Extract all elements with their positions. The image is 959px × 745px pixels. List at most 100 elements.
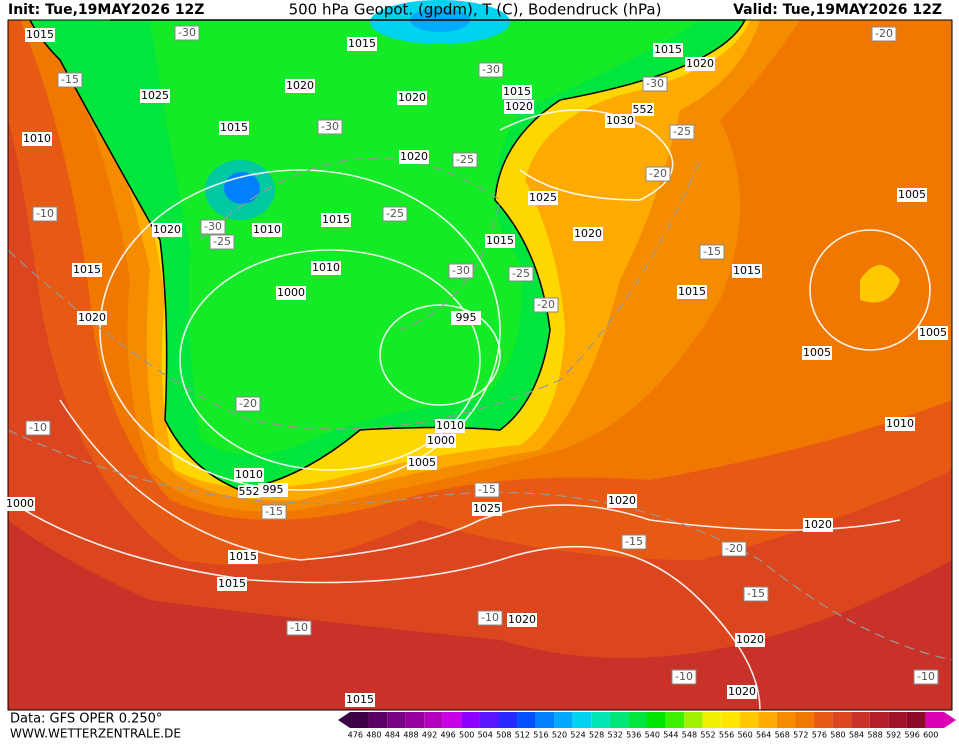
isobar-label: 1010 — [253, 223, 281, 236]
isobar-label-bg — [234, 468, 264, 482]
colorbar-label: 480 — [366, 731, 381, 740]
isobar-label: 1000 — [6, 497, 34, 510]
temperature-label: -20 — [875, 27, 893, 40]
colorbar-swatch — [405, 712, 425, 728]
isobar-label: 1010 — [886, 417, 914, 430]
temperature-label: -30 — [178, 26, 196, 39]
temperature-label: -30 — [452, 264, 470, 277]
colorbar-swatch — [350, 712, 369, 728]
colorbar-label: 488 — [403, 731, 418, 740]
data-source: Data: GFS OPER 0.250° — [10, 712, 162, 727]
isobar-label-bg — [472, 502, 502, 516]
temperature-label-bg — [25, 420, 51, 436]
isobar-label: 1015 — [678, 285, 706, 298]
isobar-label: 1015 — [503, 85, 531, 98]
isobar-label: 1015 — [486, 234, 514, 247]
colorbar-label: 508 — [496, 731, 511, 740]
isobar-label-bg — [573, 227, 603, 241]
colorbar-label: 556 — [719, 731, 734, 740]
isobar-label: 1025 — [473, 502, 501, 515]
temperature-label-bg — [174, 25, 200, 41]
isobar-label-bg — [605, 114, 635, 128]
isobar-label-bg — [140, 89, 170, 103]
isobar-label: 1030 — [606, 114, 634, 127]
temperature-label: -10 — [917, 670, 935, 683]
temperature-label: -15 — [625, 535, 643, 548]
isobar-label: 1020 — [728, 685, 756, 698]
isobar-label: 1015 — [733, 264, 761, 277]
colorbar-label: 516 — [533, 731, 548, 740]
colorbar-swatch — [814, 712, 833, 728]
colorbar-label: 532 — [608, 731, 623, 740]
valid-time: Valid: Tue,19MAY2026 12Z — [733, 2, 942, 18]
isobar-label: 1020 — [608, 494, 636, 507]
colorbar-label: 504 — [478, 731, 493, 740]
temperature-label-bg — [286, 620, 312, 636]
temperature-label-bg — [474, 482, 500, 498]
colorbar-label: 540 — [645, 731, 660, 740]
colorbar-swatch — [721, 712, 740, 728]
colorbar-swatch — [461, 712, 480, 728]
isobar-label: 1020 — [508, 613, 536, 626]
colorbar-label: 592 — [886, 731, 901, 740]
colorbar-label: 552 — [700, 731, 715, 740]
temperature-label-bg — [477, 610, 503, 626]
isobar-label: 1020 — [286, 79, 314, 92]
isobar-label-bg — [399, 150, 429, 164]
isobar-label: 1015 — [220, 121, 248, 134]
colorbar-swatch — [684, 712, 703, 728]
temperature-label: -15 — [703, 245, 721, 258]
temperature-label: -10 — [36, 207, 54, 220]
isobar-label-bg — [918, 326, 948, 340]
isobar-label-bg — [5, 497, 35, 511]
isobar-label-bg — [727, 685, 757, 699]
isobar-label-bg — [451, 311, 481, 325]
colorbar-swatch — [758, 712, 777, 728]
isobar-label: 1015 — [346, 693, 374, 706]
temperature-label: -15 — [265, 505, 283, 518]
isobar-label-bg — [228, 550, 258, 564]
isobar-label-bg — [25, 28, 55, 42]
isobar-label-bg — [677, 285, 707, 299]
temperature-label: -15 — [747, 587, 765, 600]
colorbar-swatch — [665, 712, 685, 728]
temperature-label: -10 — [675, 670, 693, 683]
colorbar-swatch — [442, 712, 462, 728]
colorbar-swatch — [869, 712, 889, 728]
colorbar-arrow-left — [338, 712, 350, 728]
site-name: WWW.WETTERZENTRALE.DE — [10, 727, 181, 741]
isobar-label-bg — [321, 213, 351, 227]
isobar-label: 1020 — [505, 100, 533, 113]
colorbar-swatch — [572, 712, 592, 728]
isobar-label: 1020 — [78, 311, 106, 324]
colorbar-swatch — [647, 712, 666, 728]
isobar-label: 1020 — [804, 518, 832, 531]
isobar-label-bg — [407, 456, 437, 470]
temperature-label: -20 — [649, 167, 667, 180]
colorbar-swatch — [609, 712, 629, 728]
colorbar-swatch — [424, 712, 443, 728]
temperature-label: -25 — [213, 235, 231, 248]
isobar-label: 1000 — [277, 286, 305, 299]
colorbar-label: 536 — [626, 731, 641, 740]
isobar-label-bg — [653, 43, 683, 57]
isobar-label: 995 — [456, 311, 477, 324]
isobar-label: 1020 — [574, 227, 602, 240]
colorbar-arrow-right — [944, 712, 956, 728]
temperature-label: -25 — [673, 125, 691, 138]
temperature-label-bg — [671, 669, 697, 685]
temperature-label-bg — [913, 669, 939, 685]
colorbar-label: 576 — [812, 731, 827, 740]
geopotential-label: 552 — [239, 485, 260, 498]
colorbar-label: 524 — [570, 731, 585, 740]
isobar-label-bg — [22, 132, 52, 146]
temperature-label: -25 — [386, 207, 404, 220]
temperature-label-bg — [621, 534, 647, 550]
isobar-label-bg — [502, 85, 532, 99]
colorbar-swatch — [925, 712, 944, 728]
colorbar-swatch — [591, 712, 610, 728]
isobar-label-bg — [885, 417, 915, 431]
isobar-label: 1015 — [348, 37, 376, 50]
isobar-label-bg — [77, 311, 107, 325]
